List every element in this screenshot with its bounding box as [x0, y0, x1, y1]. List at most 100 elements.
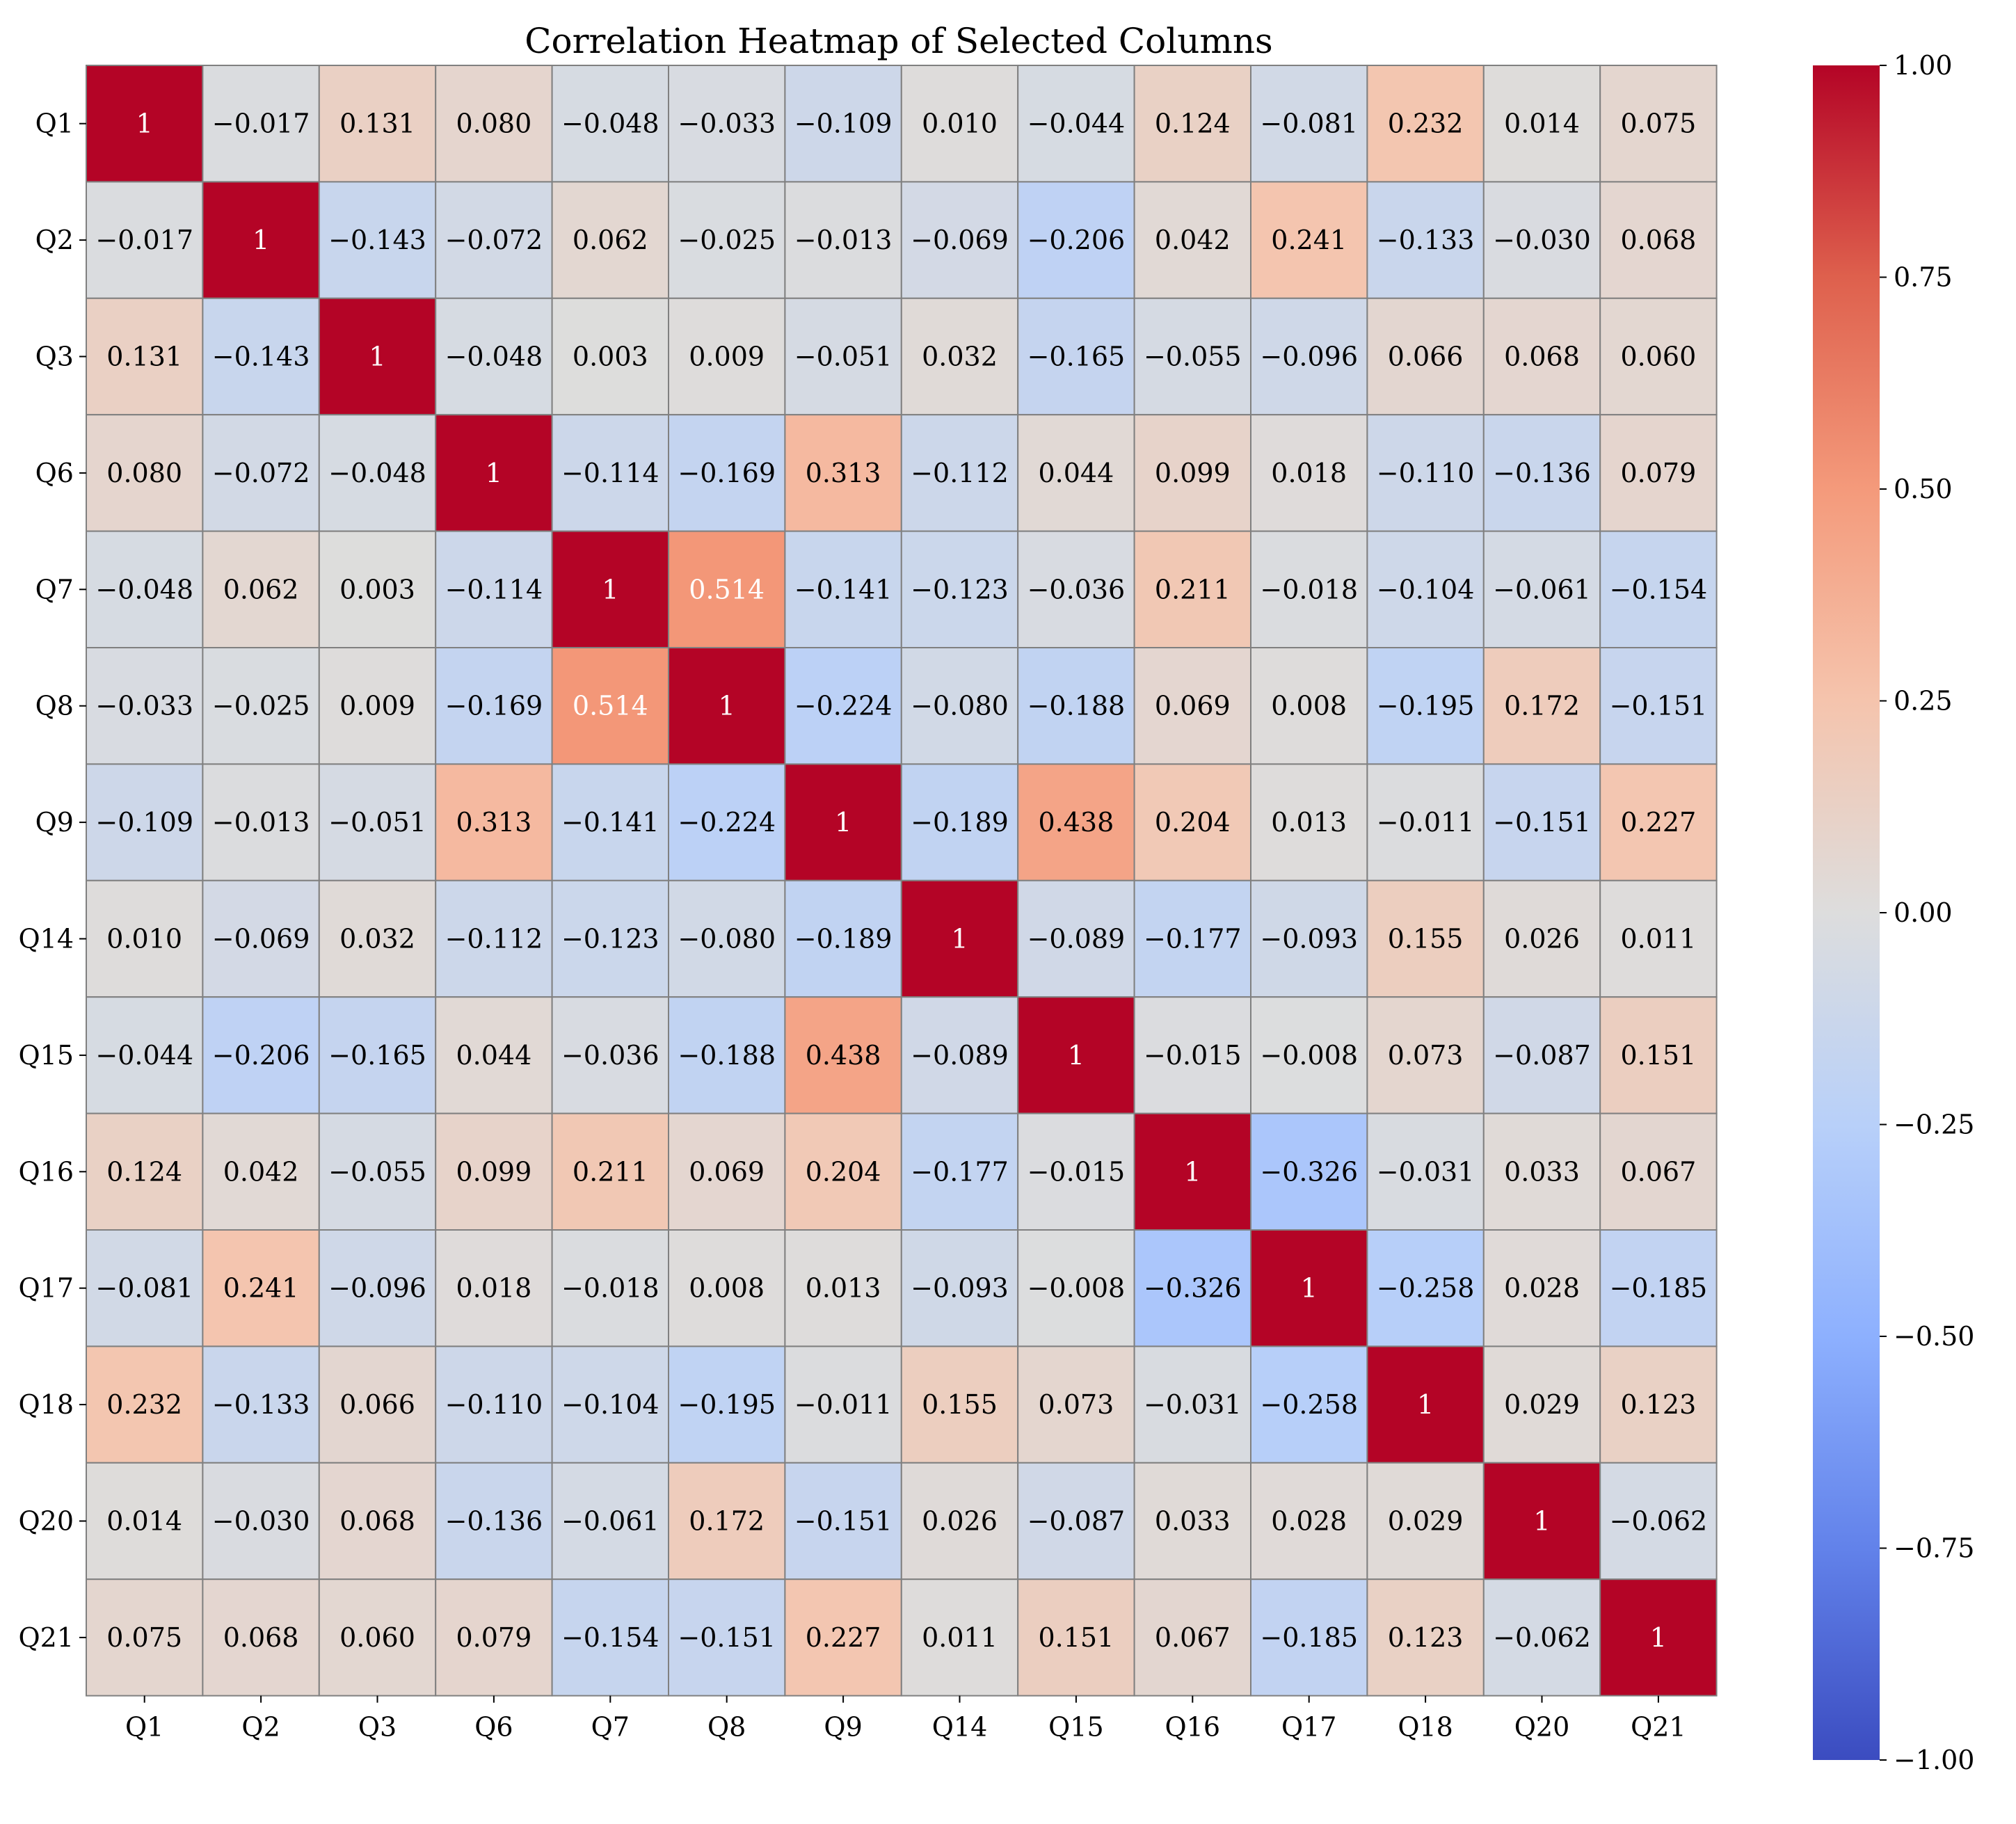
- heatmap-cell: [202, 1229, 320, 1347]
- cell-value-label: 0.073: [1039, 1389, 1114, 1420]
- heatmap-cell: [435, 1112, 553, 1231]
- heatmap-cell: [202, 1345, 320, 1464]
- heatmap-cell: [318, 763, 437, 881]
- heatmap-cell: [1366, 414, 1485, 532]
- heatmap-cell: [1250, 1229, 1368, 1347]
- cell-value-label: −0.055: [1144, 342, 1242, 372]
- heatmap-cell: [668, 1345, 786, 1464]
- cell-value-label: −0.112: [445, 924, 543, 954]
- cell-value-label: −0.123: [561, 924, 659, 954]
- heatmap-cell: [1366, 996, 1485, 1114]
- cell-value-label: −0.048: [561, 109, 659, 139]
- heatmap-cell: [1366, 1112, 1485, 1231]
- heatmap-cell: [1017, 1462, 1135, 1581]
- heatmap-cell: [318, 181, 437, 299]
- cell-value-label: 0.018: [1271, 458, 1347, 488]
- heatmap-cell: [1366, 1345, 1485, 1464]
- cell-value-label: 1: [951, 924, 968, 954]
- heatmap-cell: [1599, 1462, 1718, 1581]
- cell-value-label: −0.151: [794, 1506, 893, 1537]
- heatmap-cell: [1366, 65, 1485, 183]
- heatmap-cell: [668, 879, 786, 998]
- cell-value-label: 1: [1533, 1506, 1550, 1537]
- heatmap-cell: [784, 1229, 902, 1347]
- heatmap-cell: [1482, 996, 1601, 1114]
- heatmap-cell: [435, 65, 553, 183]
- cell-value-label: −0.080: [678, 924, 776, 954]
- heatmap-cell: [1017, 879, 1135, 998]
- heatmap-cell: [318, 996, 437, 1114]
- heatmap-cell: [435, 1345, 553, 1464]
- heatmap-cell: [1250, 414, 1368, 532]
- cell-value-label: 0.067: [1621, 1156, 1697, 1187]
- cell-value-label: 0.033: [1155, 1506, 1231, 1537]
- cell-value-label: −0.165: [1027, 342, 1126, 372]
- cell-value-label: −0.143: [328, 225, 426, 255]
- cell-value-label: −0.061: [561, 1506, 659, 1537]
- heatmap-cell: [86, 1578, 204, 1697]
- cell-value-label: −0.177: [911, 1156, 1009, 1187]
- cell-value-label: −0.104: [561, 1389, 659, 1420]
- cell-value-label: −0.151: [678, 1622, 776, 1653]
- colorbar: 1.00 0.75 0.50 0.25 0.00 −0.25 −0.50 −0.75 −1.00: [1813, 50, 1974, 1775]
- heatmap-cell: [900, 181, 1019, 299]
- heatmap-cell: [202, 181, 320, 299]
- cell-value-label: −0.189: [911, 807, 1009, 838]
- cell-value-label: −0.109: [95, 807, 193, 838]
- cell-value-label: −0.141: [794, 574, 893, 605]
- cell-value-label: 0.151: [1039, 1622, 1114, 1653]
- colorbar-tick-label: 0.75: [1894, 262, 1953, 293]
- cell-value-label: 0.080: [106, 458, 182, 488]
- cell-value-label: 0.011: [1621, 924, 1697, 954]
- heatmap-cell: [1133, 297, 1251, 416]
- heatmap-cell: [1482, 647, 1601, 765]
- cell-value-label: 0.514: [689, 574, 765, 605]
- heatmap-cell: [435, 763, 553, 881]
- cell-value-label: −0.080: [911, 691, 1009, 721]
- cell-value-label: −0.048: [445, 342, 543, 372]
- cell-value-label: −0.154: [561, 1622, 659, 1653]
- heatmap-cell: [1250, 1462, 1368, 1581]
- cell-value-label: −0.033: [95, 691, 193, 721]
- heatmap-cell: [900, 1229, 1019, 1347]
- heatmap-cell: [551, 530, 669, 648]
- heatmap-cell: [86, 414, 204, 532]
- cell-value-label: −0.089: [911, 1040, 1009, 1071]
- heatmap-cell: [1133, 1345, 1251, 1464]
- cell-value-label: 0.062: [573, 225, 648, 255]
- heatmap-cell: [318, 65, 437, 183]
- heatmap-cell: [900, 647, 1019, 765]
- cell-value-label: −0.195: [1377, 691, 1475, 721]
- heatmap-cell: [1133, 1578, 1251, 1697]
- heatmap-cell: [1133, 530, 1251, 648]
- heatmap-cell: [900, 1345, 1019, 1464]
- heatmap-cell: [1599, 763, 1718, 881]
- heatmap-cell: [668, 647, 786, 765]
- cell-value-label: 0.124: [106, 1156, 182, 1187]
- cell-value-label: 0.068: [1621, 225, 1697, 255]
- cell-value-label: 0.232: [1388, 109, 1464, 139]
- cell-value-label: −0.030: [212, 1506, 310, 1537]
- cell-value-label: 0.123: [1388, 1622, 1464, 1653]
- x-tick-label: Q1: [125, 1712, 163, 1743]
- heatmap-cell: [318, 1345, 437, 1464]
- cell-value-label: −0.087: [1027, 1506, 1126, 1537]
- cell-value-label: 0.069: [689, 1156, 765, 1187]
- heatmap-cell: [1599, 996, 1718, 1114]
- heatmap-cell: [1250, 763, 1368, 881]
- heatmap-cell: [784, 647, 902, 765]
- heatmap-cell: [1133, 763, 1251, 881]
- cell-value-label: −0.133: [1377, 225, 1475, 255]
- heatmap-cell: [1366, 647, 1485, 765]
- cell-value-label: 0.514: [573, 691, 648, 721]
- cell-value-label: 0.026: [922, 1506, 998, 1537]
- cell-value-label: 0.099: [456, 1156, 532, 1187]
- cell-value-label: 0.028: [1504, 1273, 1580, 1304]
- cell-value-label: 0.067: [1155, 1622, 1231, 1653]
- heatmap-cell: [1599, 879, 1718, 998]
- cell-value-label: 0.033: [1504, 1156, 1580, 1187]
- cell-value-label: −0.188: [1027, 691, 1126, 721]
- cell-value-label: −0.151: [1610, 691, 1708, 721]
- y-tick-label: Q9: [35, 807, 74, 838]
- x-tick-label: Q14: [932, 1712, 988, 1743]
